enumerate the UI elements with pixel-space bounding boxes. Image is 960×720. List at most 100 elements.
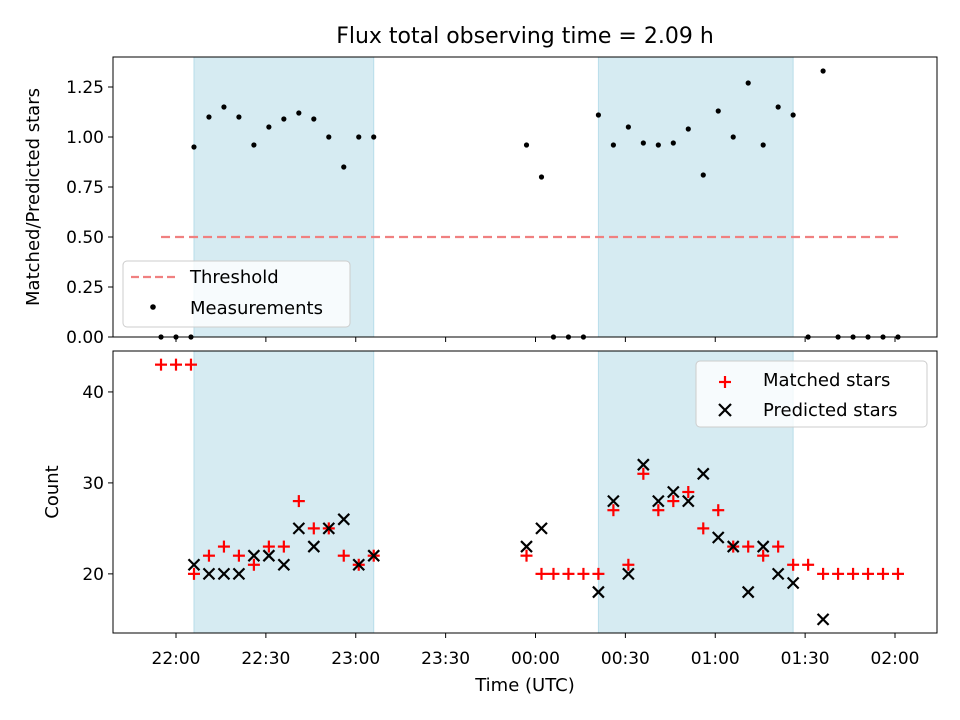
predicted-star-point	[277, 558, 291, 572]
matched-star-point	[155, 358, 168, 371]
x-tick-label: 22:30	[241, 649, 290, 669]
matched-star-point	[742, 540, 755, 553]
measurement-point	[356, 134, 362, 140]
matched-star-point	[217, 540, 230, 553]
x-tick-label: 02:00	[871, 649, 920, 669]
measurement-point	[595, 112, 602, 118]
x-tick-label: 23:00	[331, 649, 380, 669]
matched-star-point	[712, 504, 725, 517]
matched-star-point	[682, 486, 695, 498]
measurement-point	[715, 108, 721, 114]
predicted-star-point	[667, 485, 680, 499]
measurement-point	[236, 114, 242, 120]
x-tick-label: 01:30	[781, 649, 830, 669]
matched-star-point	[787, 558, 800, 571]
matched-star-point	[637, 467, 650, 480]
measurement-point	[820, 68, 826, 74]
predicted-star-point	[726, 540, 740, 553]
x-tick-label: 23:30	[421, 649, 470, 669]
matched-star-point	[337, 549, 350, 562]
top-axes-frame	[112, 56, 938, 338]
matched-star-point	[187, 567, 200, 580]
predicted-star-point	[535, 522, 548, 535]
matched-star-point	[622, 558, 635, 571]
measurement-point	[775, 104, 781, 110]
legend-matched-swatch	[719, 376, 731, 388]
predicted-star-point	[696, 467, 710, 481]
predicted-star-point	[622, 567, 635, 581]
matched-star-point	[202, 549, 215, 562]
predicted-star-point	[652, 494, 665, 508]
top-panel: 0.00 0.25 0.50 0.75 1.00 1.25 Matched/Predict…	[23, 56, 938, 348]
predicted-star-point	[187, 558, 201, 572]
y-tick-label: 1.25	[66, 78, 104, 98]
matched-star-point	[247, 558, 260, 571]
predicted-star-point	[741, 585, 755, 599]
x-tick-label: 01:00	[691, 649, 740, 669]
measurement-point	[700, 172, 706, 178]
predicted-star-point	[337, 513, 351, 526]
x-tick-label: 22:00	[152, 649, 201, 669]
matched-star-point	[847, 567, 860, 580]
x-tick-label: 00:30	[601, 649, 650, 669]
measurement-point	[790, 112, 796, 118]
predicted-star-point	[637, 458, 650, 471]
legend-threshold-label: Threshold	[189, 267, 279, 288]
measurement-point	[523, 142, 530, 148]
matched-star-point	[697, 522, 710, 535]
matched-star-point	[562, 567, 575, 580]
matched-star-point	[757, 549, 770, 562]
matched-star-point	[307, 522, 320, 535]
predicted-star-point	[520, 540, 533, 553]
matched-star-point	[292, 495, 305, 508]
matched-star-point	[772, 540, 785, 553]
measurement-point	[341, 164, 347, 170]
bottom-ylabel: Count	[42, 465, 63, 518]
matched-star-point	[802, 558, 815, 571]
chart-title: Flux total observing time = 2.09 h	[336, 24, 714, 49]
predicted-star-point	[682, 494, 695, 508]
measurement-point	[191, 144, 197, 150]
predicted-star-point	[247, 549, 261, 562]
matched-star-point	[592, 567, 605, 580]
shaded-region-2	[597, 56, 794, 338]
legend-predicted-swatch	[718, 403, 732, 417]
matched-star-point	[652, 504, 665, 517]
predicted-star-point	[307, 540, 321, 553]
legend-predicted-label: Predicted stars	[763, 400, 897, 421]
bottom-axes-frame	[112, 350, 938, 634]
y-tick-label: 0.75	[66, 178, 104, 198]
y-tick-label: 0.25	[66, 278, 104, 298]
predicted-star-point	[292, 522, 306, 535]
measurement-point	[206, 114, 212, 120]
measurement-point	[326, 134, 332, 140]
measurement-point	[745, 80, 751, 86]
matched-star-point	[170, 358, 182, 371]
measurement-point	[266, 124, 272, 130]
y-tick-label: 1.00	[66, 128, 104, 148]
measurement-point	[281, 116, 287, 122]
bottom-legend: Matched stars Predicted stars	[695, 360, 928, 428]
top-legend-box	[122, 260, 351, 328]
y-tick-label: 40	[82, 383, 104, 403]
measurement-point	[685, 126, 691, 132]
matched-star-point	[520, 549, 533, 562]
shaded-region-1	[193, 350, 375, 634]
y-tick-label: 0.50	[66, 228, 104, 248]
measurement-point	[655, 142, 661, 148]
legend-matched-label: Matched stars	[763, 370, 890, 391]
predicted-star-point	[217, 567, 231, 581]
bottom-panel: 20 30 40 22:00 22:30 23:00 23:30 00:00 00:30 01:…	[42, 350, 938, 696]
matched-star-point	[184, 358, 197, 371]
predicted-star-point	[816, 613, 830, 626]
bottom-legend-box	[695, 360, 928, 428]
measurement-point	[311, 116, 317, 122]
predicted-star-point	[262, 549, 276, 562]
matched-star-point	[667, 495, 680, 508]
matched-star-point	[262, 540, 275, 553]
measurement-point	[610, 142, 616, 148]
matched-star-point	[232, 549, 245, 562]
top-ylabel: Matched/Predicted stars	[23, 88, 44, 306]
measurement-point	[625, 124, 631, 130]
